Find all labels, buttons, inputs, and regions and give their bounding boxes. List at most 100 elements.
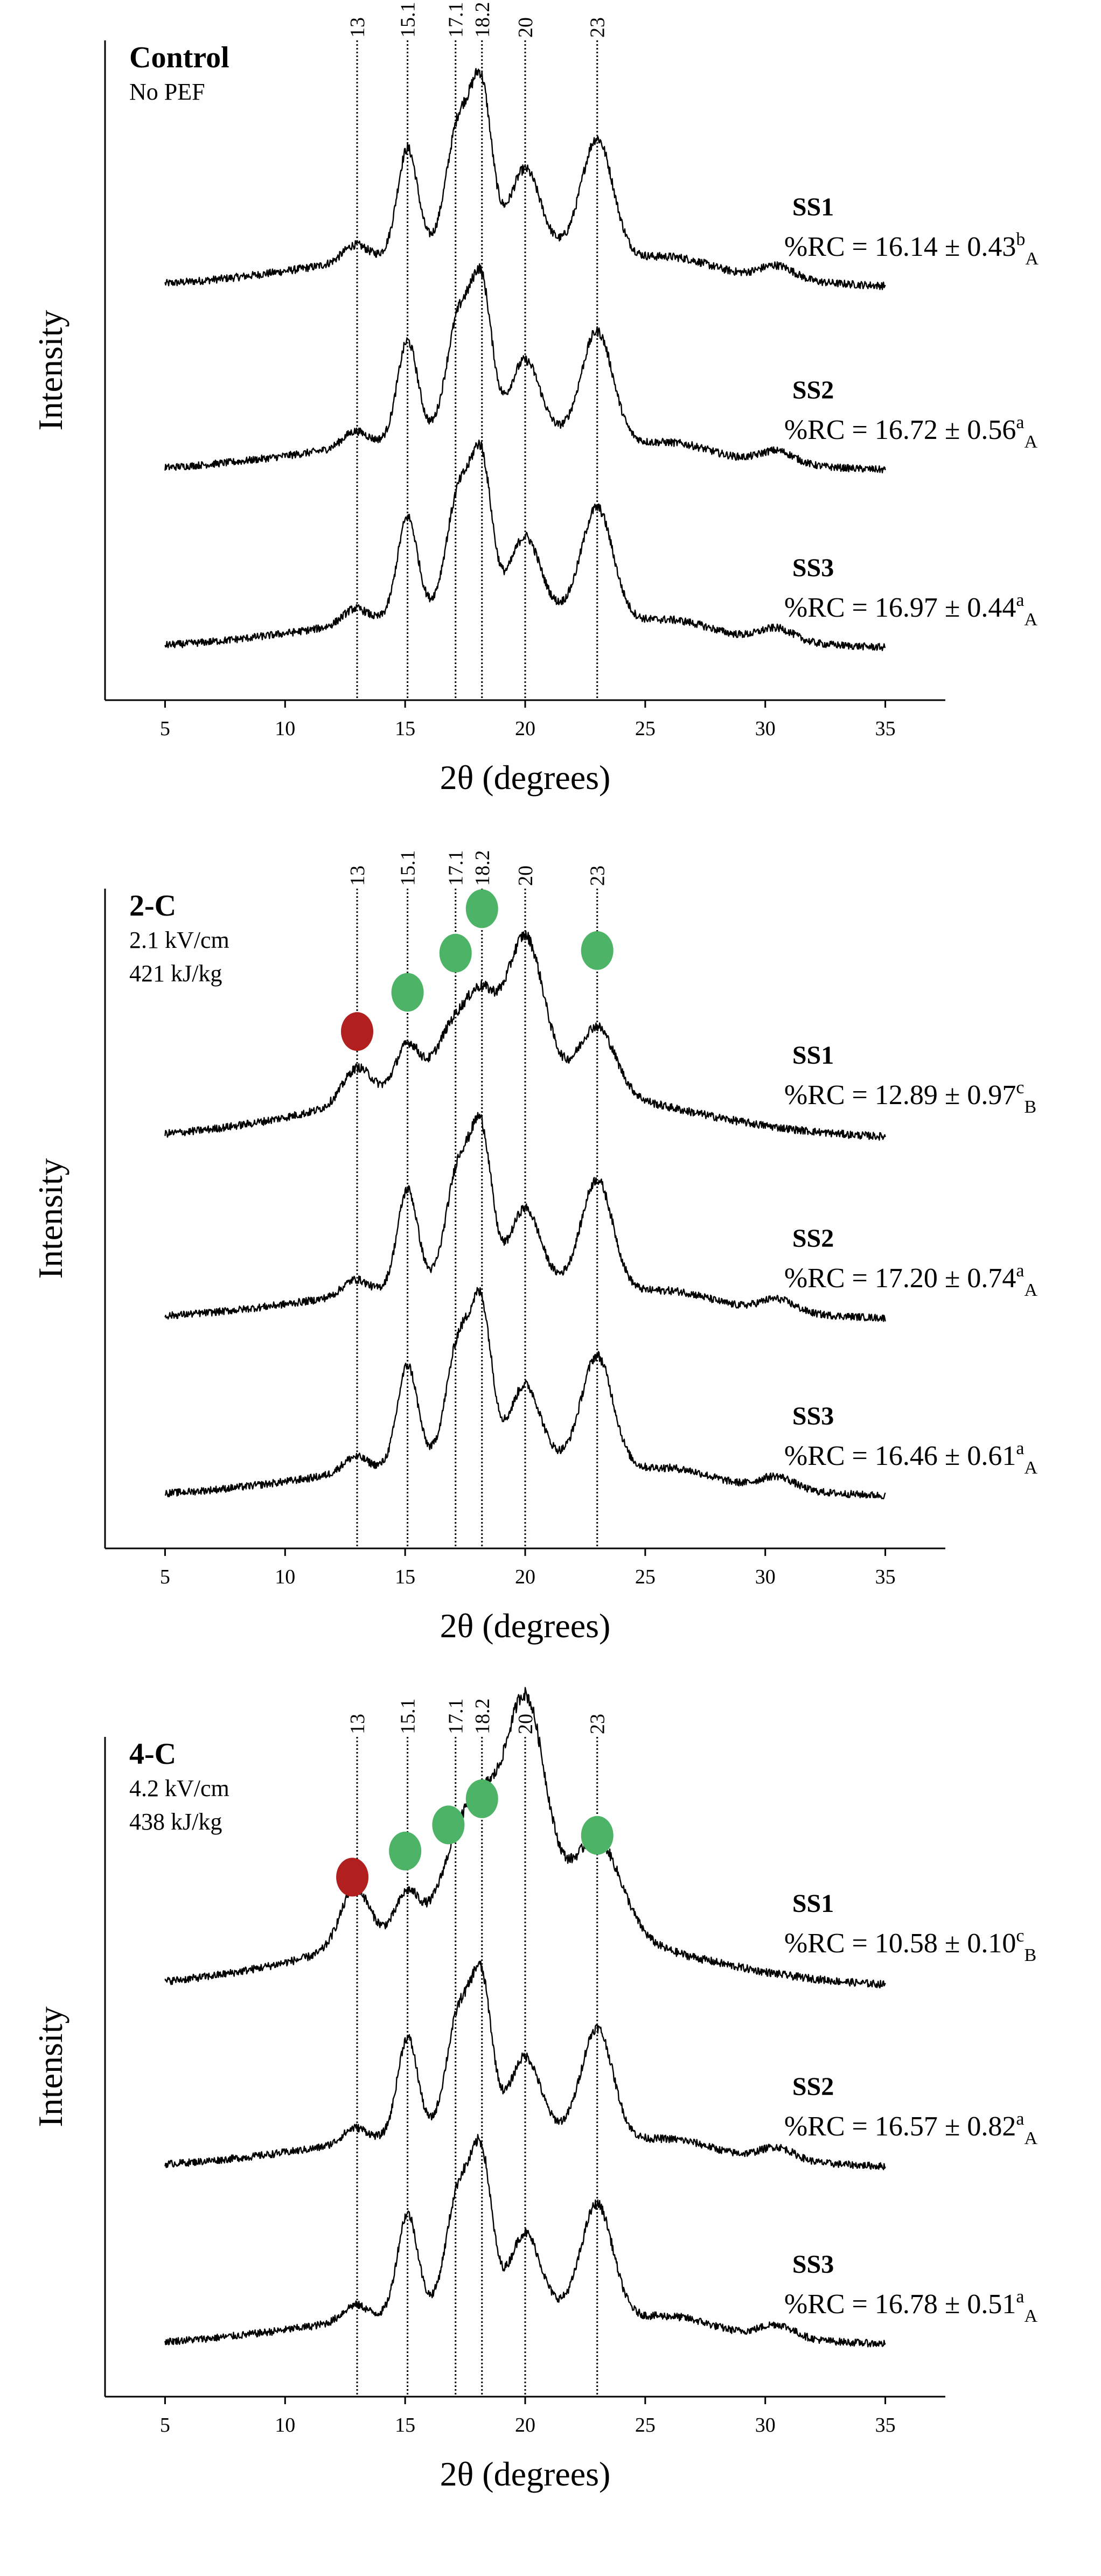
x-tick-label: 35 (875, 1566, 896, 1588)
rc-value-main: %RC = 16.14 ± 0.43 (784, 232, 1016, 262)
x-tick-label: 10 (275, 2414, 295, 2437)
reference-line-label: 15.1 (397, 2, 420, 38)
reference-line-label: 15.1 (397, 1699, 420, 1735)
x-tick-label: 35 (875, 2414, 896, 2437)
rc-value: %RC = 16.14 ± 0.43bA (784, 229, 1039, 269)
x-axis-title: 2θ (degrees) (440, 758, 611, 797)
x-tick-label: 15 (395, 717, 415, 740)
crystalline-peak-marker (389, 1831, 422, 1870)
amorphous-peak-marker (341, 1012, 373, 1051)
rc-value-superscript: a (1016, 1439, 1024, 1458)
crystalline-peak-marker (432, 1805, 465, 1845)
panel-condition: No PEF (129, 79, 205, 105)
reference-line-label: 13 (346, 17, 369, 38)
panel-title: Control (129, 41, 229, 74)
x-axis-title: 2θ (degrees) (440, 1607, 611, 1645)
x-tick-label: 35 (875, 717, 896, 740)
x-tick-label: 25 (635, 1566, 656, 1588)
reference-line-label: 13 (346, 1714, 369, 1734)
x-tick-label: 30 (755, 717, 776, 740)
reference-line-label: 18.2 (471, 850, 494, 886)
rc-value-main: %RC = 16.57 ± 0.82 (784, 2111, 1016, 2142)
x-tick-label: 5 (160, 2414, 170, 2437)
rc-value-subscript: A (1024, 610, 1037, 630)
xrd-trace-ss2 (164, 263, 886, 473)
x-tick-label: 5 (160, 1566, 170, 1588)
rc-value-main: %RC = 16.46 ± 0.61 (784, 1441, 1016, 1471)
x-tick-label: 5 (160, 717, 170, 740)
series-label: SS2 (792, 376, 834, 404)
rc-value-main: %RC = 17.20 ± 0.74 (784, 1263, 1016, 1294)
reference-line-label: 23 (587, 865, 609, 886)
panel-title: 2-C (129, 889, 176, 923)
panel-condition: 2.1 kV/cm (129, 927, 229, 953)
rc-value-superscript: a (1016, 590, 1024, 610)
rc-value: %RC = 16.57 ± 0.82aA (784, 2109, 1038, 2148)
reference-line-label: 23 (587, 1714, 609, 1734)
xrd-panel: 5 10 15 20 25 30 35 2θ (degrees) Intensity 13 15.1… (31, 2, 1039, 797)
panel-condition: 4.2 kV/cm (129, 1775, 229, 1802)
reference-line-label: 15.1 (397, 850, 420, 886)
xrd-trace-ss3 (164, 439, 886, 651)
xrd-panel: 5 10 15 20 25 30 35 2θ (degrees) Intensity 13 15.1… (31, 1687, 1038, 2493)
rc-value-main: %RC = 16.97 ± 0.44 (784, 592, 1016, 623)
y-axis-title: Intensity (31, 1158, 69, 1279)
rc-value-main: %RC = 12.89 ± 0.97 (784, 1080, 1016, 1111)
rc-value-subscript: B (1024, 1945, 1036, 1965)
series-label: SS2 (792, 1224, 834, 1253)
y-axis-title: Intensity (31, 2007, 69, 2127)
crystalline-peak-marker (581, 1816, 614, 1855)
rc-value-superscript: a (1016, 2109, 1024, 2129)
series-label: SS1 (792, 1041, 834, 1070)
xrd-trace-ss1 (164, 1687, 886, 1989)
x-tick-label: 15 (395, 2414, 415, 2437)
rc-value-subscript: A (1024, 1280, 1037, 1300)
rc-value-main: %RC = 16.78 ± 0.51 (784, 2289, 1016, 2320)
x-tick-label: 25 (635, 717, 656, 740)
rc-value-superscript: a (1016, 413, 1024, 432)
series-label: SS3 (792, 2250, 834, 2279)
series-label: SS1 (792, 193, 834, 221)
xrd-trace-ss1 (164, 930, 886, 1141)
rc-value-subscript: A (1024, 432, 1037, 452)
reference-line-label: 18.2 (471, 2, 494, 38)
rc-value-subscript: A (1024, 1458, 1037, 1478)
xrd-trace-ss2 (164, 1112, 886, 1322)
reference-line-label: 20 (514, 17, 537, 38)
xrd-trace-ss3 (164, 2134, 886, 2348)
x-tick-label: 20 (515, 717, 535, 740)
xrd-panel: 5 10 15 20 25 30 35 2θ (degrees) Intensity 13 15.1… (31, 850, 1037, 1645)
rc-value-subscript: A (1024, 2306, 1037, 2326)
series-label: SS1 (792, 1889, 834, 1918)
rc-value: %RC = 16.46 ± 0.61aA (784, 1439, 1038, 1478)
crystalline-peak-marker (391, 973, 424, 1012)
reference-line-label: 17.1 (445, 1699, 468, 1735)
rc-value-superscript: b (1016, 229, 1025, 249)
x-tick-label: 10 (275, 717, 295, 740)
series-label: SS3 (792, 1402, 834, 1430)
x-tick-label: 20 (515, 2414, 535, 2437)
rc-value-main: %RC = 10.58 ± 0.10 (784, 1928, 1016, 1959)
x-tick-label: 10 (275, 1566, 295, 1588)
rc-value-superscript: a (1016, 1261, 1024, 1281)
reference-line-label: 17.1 (445, 2, 468, 38)
rc-value-subscript: B (1024, 1097, 1036, 1117)
x-axis-title: 2θ (degrees) (440, 2455, 611, 2493)
rc-value-superscript: c (1016, 1078, 1024, 1098)
x-tick-label: 30 (755, 1566, 776, 1588)
crystalline-peak-marker (439, 933, 472, 973)
y-axis-title: Intensity (31, 310, 69, 431)
x-tick-label: 30 (755, 2414, 776, 2437)
rc-value: %RC = 16.78 ± 0.51aA (784, 2287, 1038, 2326)
x-tick-label: 25 (635, 2414, 656, 2437)
panel-title: 4-C (129, 1737, 176, 1771)
rc-value: %RC = 10.58 ± 0.10cB (784, 1926, 1036, 1965)
rc-value-superscript: c (1016, 1926, 1024, 1946)
rc-value-superscript: a (1016, 2287, 1024, 2307)
crystalline-peak-marker (465, 889, 498, 929)
rc-value-subscript: A (1025, 249, 1039, 269)
reference-line-label: 18.2 (471, 1699, 494, 1735)
reference-line-label: 20 (514, 865, 537, 886)
xrd-trace-ss3 (164, 1287, 886, 1499)
